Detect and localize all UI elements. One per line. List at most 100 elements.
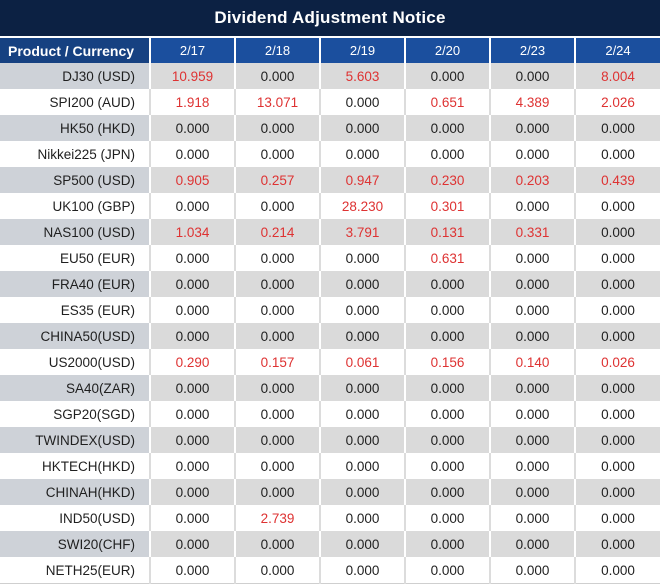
product-cell: CHINA50(USD) bbox=[0, 323, 150, 349]
value-cell: 0.000 bbox=[149, 115, 235, 141]
value-cell: 0.000 bbox=[319, 89, 405, 115]
date-header: 2/23 bbox=[489, 38, 575, 63]
table-row: ES35 (EUR) 0.000 0.000 0.000 0.000 0.000… bbox=[0, 297, 660, 323]
value-cell: 0.000 bbox=[149, 245, 235, 271]
date-header: 2/17 bbox=[149, 38, 235, 63]
value-cell: 0.000 bbox=[234, 453, 320, 479]
value-cell: 0.331 bbox=[489, 219, 575, 245]
value-cell: 0.214 bbox=[234, 219, 320, 245]
table-row: NETH25(EUR) 0.000 0.000 0.000 0.000 0.00… bbox=[0, 557, 660, 584]
value-cell: 0.651 bbox=[404, 89, 490, 115]
value-cell: 0.000 bbox=[234, 193, 320, 219]
header-row: Product / Currency 2/17 2/18 2/19 2/20 2… bbox=[0, 38, 660, 63]
table-row: TWINDEX(USD) 0.000 0.000 0.000 0.000 0.0… bbox=[0, 427, 660, 453]
value-cell: 0.000 bbox=[149, 427, 235, 453]
value-cell: 0.000 bbox=[319, 401, 405, 427]
date-header: 2/20 bbox=[404, 38, 490, 63]
value-cell: 1.034 bbox=[149, 219, 235, 245]
value-cell: 0.000 bbox=[574, 531, 660, 557]
value-cell: 0.000 bbox=[489, 323, 575, 349]
value-cell: 5.603 bbox=[319, 63, 405, 89]
table-row: CHINAH(HKD) 0.000 0.000 0.000 0.000 0.00… bbox=[0, 479, 660, 505]
value-cell: 0.000 bbox=[149, 479, 235, 505]
date-header: 2/24 bbox=[574, 38, 660, 63]
product-cell: EU50 (EUR) bbox=[0, 245, 150, 271]
value-cell: 1.918 bbox=[149, 89, 235, 115]
value-cell: 0.631 bbox=[404, 245, 490, 271]
value-cell: 0.000 bbox=[234, 427, 320, 453]
value-cell: 0.000 bbox=[574, 115, 660, 141]
value-cell: 0.905 bbox=[149, 167, 235, 193]
value-cell: 0.000 bbox=[574, 427, 660, 453]
value-cell: 0.000 bbox=[489, 401, 575, 427]
value-cell: 0.000 bbox=[319, 453, 405, 479]
value-cell: 0.000 bbox=[149, 375, 235, 401]
value-cell: 0.000 bbox=[404, 297, 490, 323]
value-cell: 0.000 bbox=[319, 323, 405, 349]
value-cell: 0.000 bbox=[489, 245, 575, 271]
table-row: SGP20(SGD) 0.000 0.000 0.000 0.000 0.000… bbox=[0, 401, 660, 427]
value-cell: 8.004 bbox=[574, 63, 660, 89]
table-row: DJ30 (USD) 10.959 0.000 5.603 0.000 0.00… bbox=[0, 63, 660, 89]
product-currency-header: Product / Currency bbox=[0, 38, 150, 63]
value-cell: 0.000 bbox=[489, 479, 575, 505]
value-cell: 0.000 bbox=[149, 297, 235, 323]
value-cell: 0.000 bbox=[404, 401, 490, 427]
value-cell: 0.000 bbox=[574, 193, 660, 219]
value-cell: 0.000 bbox=[319, 271, 405, 297]
value-cell: 0.230 bbox=[404, 167, 490, 193]
table-row: HK50 (HKD) 0.000 0.000 0.000 0.000 0.000… bbox=[0, 115, 660, 141]
value-cell: 4.389 bbox=[489, 89, 575, 115]
table-row: SA40(ZAR) 0.000 0.000 0.000 0.000 0.000 … bbox=[0, 375, 660, 401]
value-cell: 0.140 bbox=[489, 349, 575, 375]
value-cell: 0.000 bbox=[404, 557, 490, 584]
value-cell: 0.000 bbox=[574, 505, 660, 531]
value-cell: 0.000 bbox=[234, 245, 320, 271]
product-cell: SWI20(CHF) bbox=[0, 531, 150, 557]
value-cell: 0.157 bbox=[234, 349, 320, 375]
table-row: IND50(USD) 0.000 2.739 0.000 0.000 0.000… bbox=[0, 505, 660, 531]
table-row: SPI200 (AUD) 1.918 13.071 0.000 0.651 4.… bbox=[0, 89, 660, 115]
value-cell: 0.000 bbox=[574, 453, 660, 479]
table-row: CHINA50(USD) 0.000 0.000 0.000 0.000 0.0… bbox=[0, 323, 660, 349]
value-cell: 0.000 bbox=[149, 401, 235, 427]
product-cell: TWINDEX(USD) bbox=[0, 427, 150, 453]
value-cell: 0.000 bbox=[404, 271, 490, 297]
value-cell: 0.000 bbox=[574, 375, 660, 401]
value-cell: 0.000 bbox=[234, 115, 320, 141]
product-cell: US2000(USD) bbox=[0, 349, 150, 375]
table-row: SWI20(CHF) 0.000 0.000 0.000 0.000 0.000… bbox=[0, 531, 660, 557]
value-cell: 0.000 bbox=[404, 531, 490, 557]
table-row: FRA40 (EUR) 0.000 0.000 0.000 0.000 0.00… bbox=[0, 271, 660, 297]
title-bar: Dividend Adjustment Notice bbox=[0, 0, 660, 38]
value-cell: 0.000 bbox=[574, 479, 660, 505]
value-cell: 0.000 bbox=[234, 375, 320, 401]
product-cell: ES35 (EUR) bbox=[0, 297, 150, 323]
value-cell: 0.000 bbox=[404, 427, 490, 453]
value-cell: 0.000 bbox=[319, 375, 405, 401]
value-cell: 0.000 bbox=[404, 63, 490, 89]
product-cell: IND50(USD) bbox=[0, 505, 150, 531]
value-cell: 0.061 bbox=[319, 349, 405, 375]
product-cell: HK50 (HKD) bbox=[0, 115, 150, 141]
table-row: HKTECH(HKD) 0.000 0.000 0.000 0.000 0.00… bbox=[0, 453, 660, 479]
value-cell: 0.203 bbox=[489, 167, 575, 193]
dividend-table: Product / Currency 2/17 2/18 2/19 2/20 2… bbox=[0, 38, 660, 584]
value-cell: 0.000 bbox=[489, 531, 575, 557]
product-cell: SA40(ZAR) bbox=[0, 375, 150, 401]
value-cell: 0.000 bbox=[489, 557, 575, 584]
product-cell: SGP20(SGD) bbox=[0, 401, 150, 427]
table-row: SP500 (USD) 0.905 0.257 0.947 0.230 0.20… bbox=[0, 167, 660, 193]
value-cell: 0.000 bbox=[234, 479, 320, 505]
value-cell: 0.000 bbox=[149, 193, 235, 219]
value-cell: 0.000 bbox=[319, 427, 405, 453]
value-cell: 0.000 bbox=[319, 297, 405, 323]
value-cell: 0.000 bbox=[404, 375, 490, 401]
value-cell: 0.000 bbox=[574, 219, 660, 245]
product-cell: CHINAH(HKD) bbox=[0, 479, 150, 505]
value-cell: 2.739 bbox=[234, 505, 320, 531]
value-cell: 2.026 bbox=[574, 89, 660, 115]
value-cell: 0.000 bbox=[489, 63, 575, 89]
product-cell: HKTECH(HKD) bbox=[0, 453, 150, 479]
